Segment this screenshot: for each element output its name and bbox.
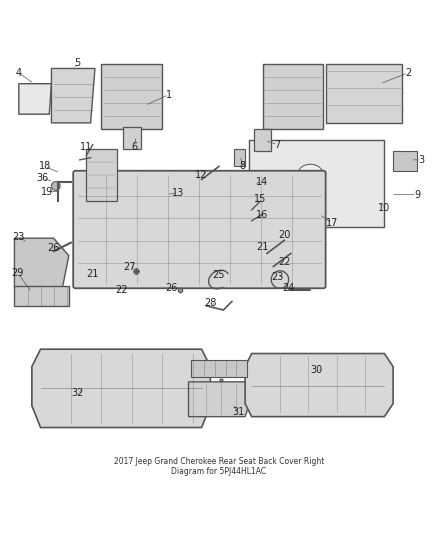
Polygon shape <box>254 130 271 151</box>
Text: 4: 4 <box>16 68 22 78</box>
Text: 22: 22 <box>278 257 290 267</box>
Text: 12: 12 <box>195 170 208 180</box>
Polygon shape <box>325 64 402 123</box>
Polygon shape <box>14 286 69 305</box>
Text: 10: 10 <box>378 203 391 213</box>
Text: 17: 17 <box>326 218 338 228</box>
Polygon shape <box>245 353 393 417</box>
Text: 26: 26 <box>165 283 177 293</box>
Text: 32: 32 <box>71 387 84 398</box>
Text: 22: 22 <box>115 286 127 295</box>
Polygon shape <box>19 84 51 114</box>
Text: 23: 23 <box>13 232 25 242</box>
Text: 23: 23 <box>272 272 284 282</box>
Text: 29: 29 <box>12 268 24 278</box>
Text: 16: 16 <box>256 210 268 220</box>
Text: 8: 8 <box>240 161 246 172</box>
Polygon shape <box>250 140 385 228</box>
Text: 7: 7 <box>275 140 281 150</box>
Text: 15: 15 <box>254 194 267 204</box>
Text: 31: 31 <box>233 407 245 417</box>
Text: 6: 6 <box>131 142 137 152</box>
Text: 20: 20 <box>278 230 290 240</box>
Text: 9: 9 <box>414 190 420 200</box>
Text: 2017 Jeep Grand Cherokee Rear Seat Back Cover Right
Diagram for 5PJ44HL1AC: 2017 Jeep Grand Cherokee Rear Seat Back … <box>114 457 324 477</box>
Text: 19: 19 <box>41 187 53 197</box>
Text: 24: 24 <box>283 283 295 293</box>
Text: 26: 26 <box>47 243 60 253</box>
Text: 30: 30 <box>311 365 323 375</box>
Text: 21: 21 <box>87 269 99 279</box>
Text: 14: 14 <box>256 176 268 187</box>
FancyBboxPatch shape <box>73 171 325 288</box>
Polygon shape <box>191 360 247 377</box>
Polygon shape <box>32 349 210 427</box>
Text: 28: 28 <box>204 298 216 309</box>
Text: 21: 21 <box>256 242 268 252</box>
Text: 11: 11 <box>80 142 92 152</box>
Polygon shape <box>86 149 117 201</box>
Ellipse shape <box>298 193 322 213</box>
Polygon shape <box>234 149 245 166</box>
Text: 13: 13 <box>172 188 184 198</box>
Text: 36: 36 <box>37 173 49 183</box>
Polygon shape <box>51 68 95 123</box>
Circle shape <box>51 182 60 190</box>
Polygon shape <box>188 382 250 417</box>
Polygon shape <box>102 64 162 130</box>
Polygon shape <box>14 238 69 288</box>
Text: 1: 1 <box>166 90 172 100</box>
Polygon shape <box>393 151 417 171</box>
Polygon shape <box>262 64 323 130</box>
Text: 5: 5 <box>74 58 81 68</box>
Ellipse shape <box>297 164 323 186</box>
Text: 3: 3 <box>418 155 424 165</box>
Text: 18: 18 <box>39 161 51 172</box>
Text: 2: 2 <box>405 68 411 78</box>
Text: 25: 25 <box>213 270 225 280</box>
Text: 27: 27 <box>124 262 136 272</box>
Polygon shape <box>123 127 141 149</box>
